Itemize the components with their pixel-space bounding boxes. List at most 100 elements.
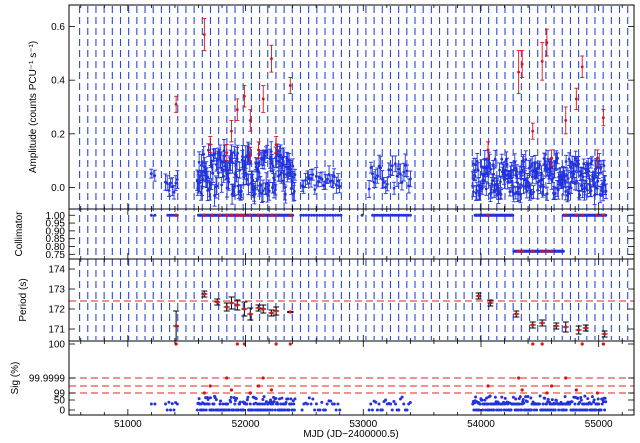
amplitude-blue-point <box>267 181 272 201</box>
y-tick-label: 0.75 <box>46 250 66 261</box>
y-tick-label: 0.90 <box>46 226 66 237</box>
amplitude-blue-point-marker <box>324 180 327 184</box>
amplitude-blue-point <box>529 188 534 200</box>
significance-blue-point <box>248 402 252 406</box>
significance-blue-point <box>313 408 317 412</box>
significance-blue-point <box>332 402 336 406</box>
significance-blue-point <box>529 396 533 400</box>
collimator-point <box>511 213 515 217</box>
collimator-red-point <box>235 213 239 217</box>
amplitude-blue-point <box>586 163 591 180</box>
period-marker <box>540 321 544 325</box>
amplitude-blue-point <box>235 144 240 162</box>
collimator-point <box>408 213 412 217</box>
amplitude-blue-point-marker <box>207 148 210 152</box>
amplitude-blue-point-marker <box>267 189 271 193</box>
amplitude-blue-point-marker <box>572 162 576 166</box>
significance-blue-point <box>474 395 478 399</box>
amplitude-blue-point-marker <box>574 157 578 160</box>
collimator-point <box>336 213 340 217</box>
amplitude-red-point-marker <box>574 97 578 101</box>
period-point <box>247 307 254 321</box>
amplitude-blue-point-marker <box>563 179 567 182</box>
period-marker <box>229 301 234 305</box>
amplitude-blue-point-marker <box>255 179 259 182</box>
significance-red-point <box>274 342 278 346</box>
collimator-point <box>371 213 375 217</box>
amplitude-blue-point-marker <box>258 184 262 187</box>
significance-blue-point <box>570 400 574 404</box>
significance-blue-point <box>390 408 394 412</box>
amplitude-blue-point-marker <box>170 185 174 189</box>
significance-blue-point <box>478 402 482 406</box>
significance-blue-point <box>245 398 249 402</box>
amplitude-blue-point-marker <box>304 179 307 182</box>
amplitude-blue-point-marker <box>500 157 504 161</box>
amplitude-blue-point <box>493 149 498 169</box>
significance-blue-point <box>153 402 157 406</box>
significance-blue-point <box>232 396 236 400</box>
significance-blue-point <box>601 400 605 404</box>
significance-blue-point <box>300 408 304 412</box>
amplitude-blue-point-marker <box>556 188 560 192</box>
amplitude-blue-point-marker <box>602 164 606 168</box>
amplitude-blue-point-marker <box>227 180 231 184</box>
significance-blue-point <box>232 408 236 412</box>
significance-blue-point <box>590 395 594 399</box>
significance-blue-point <box>149 402 153 406</box>
amplitude-blue-point-marker <box>325 177 329 181</box>
significance-blue-point <box>278 397 282 401</box>
amplitude-blue-point <box>292 168 297 181</box>
amplitude-blue-point <box>601 159 606 172</box>
significance-blue-point <box>535 408 539 412</box>
significance-blue-point <box>219 399 223 403</box>
amplitude-blue-point-marker <box>524 158 528 161</box>
amplitude-red-point-marker <box>274 143 278 146</box>
significance-blue-point <box>338 408 342 412</box>
amplitude-blue-point <box>572 155 577 173</box>
amplitude-red-point-marker <box>486 148 490 152</box>
amplitude-red-point <box>486 141 491 159</box>
period-point <box>575 325 582 335</box>
amplitude-blue-point-marker <box>561 185 565 189</box>
period-marker <box>577 328 581 332</box>
significance-blue-point <box>271 402 275 406</box>
collimator-point <box>406 213 410 217</box>
significance-blue-point <box>493 395 497 399</box>
significance-blue-point <box>336 402 340 406</box>
significance-red-point <box>574 388 578 392</box>
collimator-point <box>386 213 390 217</box>
period-point <box>553 322 560 330</box>
amplitude-blue-point <box>395 165 400 187</box>
significance-blue-point <box>380 408 384 412</box>
amplitude-blue-point-marker <box>334 183 338 187</box>
significance-blue-point <box>599 408 603 412</box>
amplitude-red-point <box>574 87 579 111</box>
significance-blue-point <box>564 408 568 412</box>
collimator-data <box>149 213 608 253</box>
amplitude-red-point-marker <box>520 62 524 66</box>
significance-red-point <box>595 391 600 395</box>
collimator-point <box>402 213 406 217</box>
amplitude-blue-point-marker <box>583 186 587 190</box>
amplitude-blue-point-marker <box>572 172 576 176</box>
significance-blue-point <box>286 397 290 401</box>
amplitude-blue-point-marker <box>316 180 320 183</box>
amplitude-blue-point <box>488 164 493 175</box>
amplitude-blue-point <box>277 145 282 167</box>
significance-blue-point <box>293 397 297 401</box>
amplitude-blue-point-marker <box>581 175 585 179</box>
amplitude-blue-point-marker <box>513 166 517 170</box>
amplitude-blue-point-marker <box>199 163 203 167</box>
y-tick-label: 173 <box>48 285 65 296</box>
amplitude-red-point <box>595 149 600 167</box>
amplitude-blue-point-marker <box>567 157 571 161</box>
significance-blue-point <box>563 395 567 399</box>
significance-red-point <box>517 376 521 380</box>
amplitude-blue-point <box>523 150 528 169</box>
amplitude-red-point-marker <box>208 143 212 146</box>
amplitude-blue-point-marker <box>530 192 534 196</box>
amplitude-blue-point-marker <box>283 172 286 176</box>
amplitude-blue-point-marker <box>566 177 570 180</box>
